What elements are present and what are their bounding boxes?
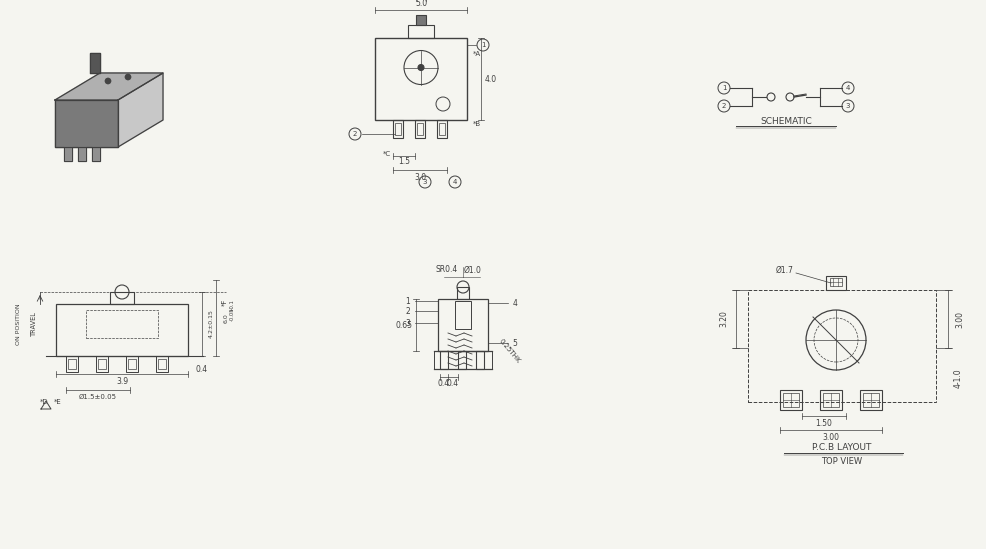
Bar [783,393,799,407]
Circle shape [418,65,424,70]
Bar [156,356,168,372]
Text: Ø1.5±0.05: Ø1.5±0.05 [79,394,117,400]
Text: 0.4: 0.4 [438,379,450,389]
Text: 4: 4 [513,299,518,307]
Bar [408,25,434,38]
Polygon shape [78,147,86,161]
Text: 2: 2 [353,131,357,137]
Polygon shape [118,73,163,147]
Polygon shape [92,147,100,161]
Bar [439,123,445,135]
Text: 3.9: 3.9 [116,377,128,385]
Bar [110,292,134,304]
Bar [395,123,401,135]
Text: 2: 2 [722,103,726,109]
Bar [780,390,802,410]
Bar [417,123,423,135]
Text: 4.0: 4.0 [485,75,497,83]
Bar [128,359,136,369]
Text: 3: 3 [846,103,850,109]
Text: 2: 2 [405,306,410,316]
Bar [457,287,469,299]
Polygon shape [55,100,118,147]
Text: 0.4: 0.4 [447,379,459,389]
Bar [458,351,466,369]
Text: 4-1.0: 4-1.0 [953,368,962,388]
Polygon shape [90,53,100,73]
Text: *E: *E [54,399,62,405]
Text: Ø1.0: Ø1.0 [464,266,482,274]
Bar [86,310,158,338]
Bar [393,120,403,138]
Text: 4.2±0.15: 4.2±0.15 [208,310,214,338]
Bar [415,120,425,138]
Bar [437,120,447,138]
Text: 1: 1 [722,85,727,91]
Text: 3.20: 3.20 [720,311,729,327]
Bar [438,299,488,351]
Text: ON POSITION: ON POSITION [16,303,21,345]
Circle shape [125,74,131,80]
Text: 4: 4 [453,179,458,185]
Bar [455,301,471,329]
Bar [68,359,76,369]
Bar [748,290,936,402]
Text: 3.00: 3.00 [955,311,964,328]
Bar [56,304,188,356]
Bar [98,359,106,369]
Text: 4: 4 [846,85,850,91]
Bar [476,351,484,369]
Text: 1: 1 [405,296,410,305]
Bar [126,356,138,372]
Text: 0.65: 0.65 [395,321,412,329]
Bar [830,278,842,286]
Bar [823,393,839,407]
Text: *D: *D [39,399,48,405]
Bar [863,393,879,407]
Bar [96,356,108,372]
Polygon shape [55,73,163,100]
Text: TRAVEL: TRAVEL [31,312,37,337]
Text: 5: 5 [513,339,518,348]
Text: 0.25THK: 0.25THK [498,338,522,364]
Circle shape [105,78,111,84]
Text: *B: *B [473,121,481,127]
Text: 0.4: 0.4 [196,366,208,374]
Polygon shape [64,147,72,161]
Text: 1.5: 1.5 [398,158,410,166]
Text: 3.00: 3.00 [822,433,839,441]
Text: *C: *C [383,151,391,157]
Bar [820,390,842,410]
Bar [440,351,448,369]
Text: +0.1: +0.1 [230,300,235,312]
Text: TOP VIEW: TOP VIEW [821,457,863,467]
Text: 3: 3 [405,318,410,328]
Bar [66,356,78,372]
Text: Ø1.7: Ø1.7 [776,266,794,274]
Bar [416,15,426,25]
Text: *A: *A [473,51,481,57]
Text: *F: *F [222,298,228,306]
Text: -0.05: -0.05 [230,307,235,321]
Text: 5.0: 5.0 [415,0,427,8]
Text: 3.0: 3.0 [414,172,426,182]
Text: 1: 1 [481,42,485,48]
Bar [375,38,467,120]
Text: SR0.4: SR0.4 [436,266,458,274]
Text: 3: 3 [423,179,427,185]
Text: 1.50: 1.50 [815,418,832,428]
Bar [826,276,846,290]
Text: SCHEMATIC: SCHEMATIC [760,117,811,126]
Text: P.C.B LAYOUT: P.C.B LAYOUT [812,444,872,452]
Text: 6.0: 6.0 [224,313,229,323]
Bar [158,359,166,369]
Bar [860,390,882,410]
